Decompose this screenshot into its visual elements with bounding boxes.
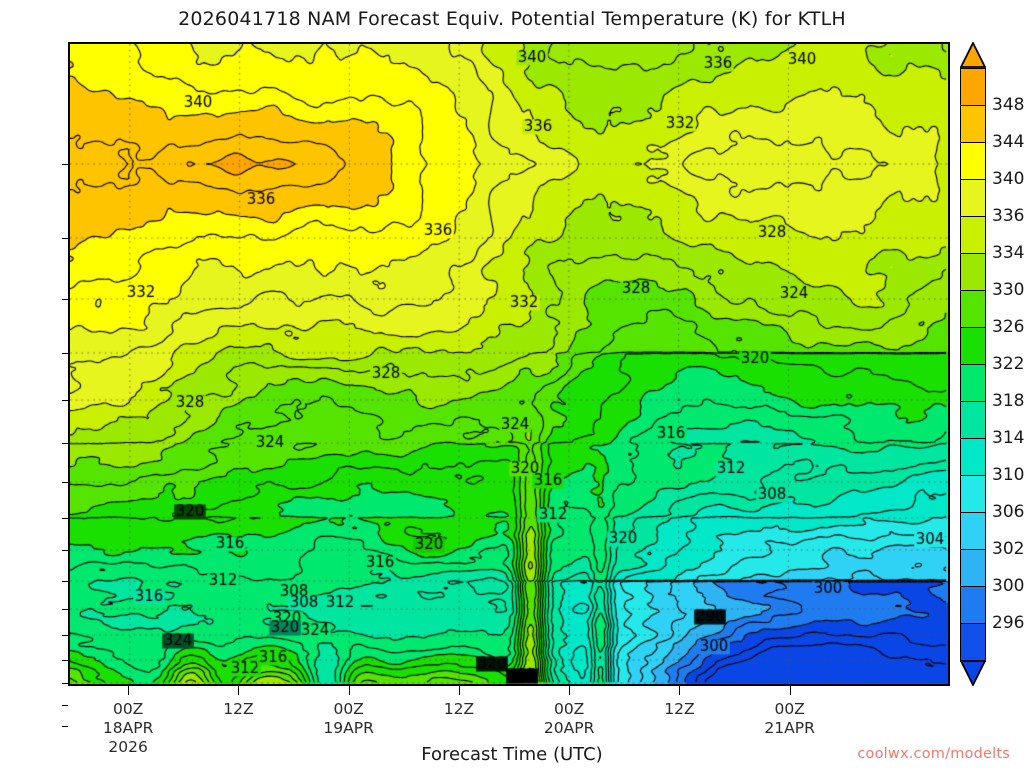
colorbar-segment	[960, 549, 986, 588]
x-label-date: 19APR	[323, 719, 374, 737]
x-axis-label: 00Z 19APR	[323, 700, 373, 738]
x-axis-title: Forecast Time (UTC)	[421, 744, 603, 765]
colorbar-segment	[960, 364, 986, 403]
y-axis-tick	[62, 635, 68, 636]
x-axis-tick	[348, 686, 350, 695]
y-axis-tick	[62, 609, 68, 610]
y-axis-tick	[62, 238, 68, 239]
y-axis-tick	[62, 482, 68, 483]
x-label-date: 20APR	[543, 719, 595, 737]
colorbar-segment	[960, 438, 986, 477]
theta-e-contour-canvas	[70, 44, 948, 684]
x-label-time: 00Z	[333, 700, 364, 718]
colorbar-label: 318	[992, 391, 1024, 411]
x-label-time: 12Z	[223, 700, 254, 718]
y-axis-tick	[62, 726, 68, 727]
x-axis-tick	[789, 686, 791, 695]
colorbar-segment	[960, 401, 986, 440]
colorbar-segment	[960, 290, 986, 329]
colorbar-label: 322	[992, 354, 1024, 374]
colorbar-segment	[960, 586, 986, 625]
x-axis-label: 00Z 21APR	[764, 700, 814, 738]
colorbar-label: 310	[992, 465, 1024, 485]
x-axis-label: 12Z	[223, 700, 253, 719]
colorbar-label: 340	[992, 169, 1024, 189]
colorbar-label: 314	[992, 428, 1024, 448]
x-label-time: 12Z	[443, 700, 475, 718]
y-axis-tick	[62, 660, 68, 661]
x-axis-label: 12Z	[444, 700, 474, 719]
colorbar-over-arrow	[959, 40, 987, 68]
y-axis-tick	[62, 164, 68, 165]
colorbar-label: 302	[992, 539, 1024, 559]
colorbar-segment	[960, 475, 986, 514]
contour-plot-area	[68, 42, 950, 686]
x-label-time: 12Z	[664, 700, 695, 718]
page-title: 2026041718 NAM Forecast Equiv. Potential…	[178, 8, 846, 30]
y-axis-tick	[62, 518, 68, 519]
y-axis-tick	[62, 550, 68, 551]
x-axis-tick	[679, 686, 681, 695]
colorbar-label: 336	[992, 206, 1024, 226]
y-axis-tick	[62, 683, 68, 684]
x-axis-label: 00Z 20APR	[544, 700, 594, 738]
x-axis-tick	[569, 686, 571, 695]
y-axis-tick	[62, 299, 68, 300]
x-label-year: 2026	[108, 738, 148, 756]
x-axis-tick	[238, 686, 240, 695]
x-axis-tick	[128, 686, 130, 695]
colorbar-label: 326	[992, 317, 1024, 337]
y-axis-tick	[62, 443, 68, 444]
colorbar-label: 306	[992, 502, 1024, 522]
colorbar-segment	[960, 512, 986, 551]
colorbar-label: 300	[992, 576, 1024, 596]
y-axis-tick	[62, 581, 68, 582]
credit-text: coolwx.com/modelts	[857, 746, 1010, 762]
x-label-date: 18APR	[102, 719, 154, 737]
x-axis-label: 12Z	[664, 700, 694, 719]
colorbar-segment	[960, 68, 986, 107]
colorbar-label: 344	[992, 132, 1024, 152]
y-axis-tick	[62, 353, 68, 354]
colorbar-segment	[960, 216, 986, 255]
colorbar-segment	[960, 623, 986, 662]
colorbar-segment	[960, 179, 986, 218]
colorbar-label: 330	[992, 280, 1024, 300]
colorbar-under-arrow	[959, 660, 987, 688]
y-axis-tick	[62, 705, 68, 706]
colorbar-label: 334	[992, 243, 1024, 263]
x-label-time: 00Z	[553, 700, 585, 718]
x-axis-tick	[458, 686, 460, 695]
x-axis-label: 00Z 18APR 2026	[103, 700, 153, 757]
x-label-date: 21APR	[764, 719, 815, 737]
colorbar-segment	[960, 142, 986, 181]
y-axis-tick	[62, 400, 68, 401]
colorbar-segment	[960, 253, 986, 292]
x-label-time: 00Z	[774, 700, 805, 718]
colorbar: 348 344 340 336 334 330 326 322 318 314 310 306 302 3…	[959, 40, 1024, 688]
colorbar-segment	[960, 105, 986, 144]
colorbar-label: 348	[992, 95, 1024, 115]
x-label-time: 00Z	[112, 700, 144, 718]
colorbar-segment	[960, 327, 986, 366]
colorbar-label: 296	[992, 613, 1024, 633]
